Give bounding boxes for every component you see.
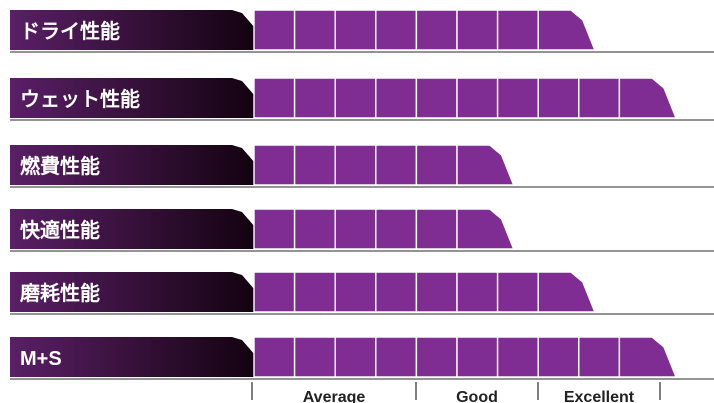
bar-segment (537, 336, 580, 378)
bar-segment (415, 77, 458, 119)
bar-segment (415, 208, 458, 250)
bar-segment (456, 77, 499, 119)
bar-segment (496, 9, 539, 51)
bar-segment (293, 77, 336, 119)
bar-segment (578, 336, 621, 378)
bar-segment (334, 144, 377, 186)
bar-segment (293, 144, 336, 186)
row-label-tab (10, 145, 274, 185)
performance-row: 快適性能 (10, 208, 714, 252)
bar-segment (496, 77, 539, 119)
performance-row: ウェット性能 (10, 77, 714, 121)
row-label: 磨耗性能 (20, 281, 100, 305)
performance-row: ドライ性能 (10, 9, 714, 53)
bar-segment (415, 9, 458, 51)
bar-segment (293, 271, 336, 313)
bar-segment (293, 336, 336, 378)
bar-segment (456, 208, 515, 250)
bar-segment (293, 208, 336, 250)
bar-segment (334, 271, 377, 313)
bar-segment (537, 9, 596, 51)
bar-segment (375, 208, 418, 250)
row-label: 快適性能 (20, 218, 100, 242)
bar-segment (334, 208, 377, 250)
bar-segment (375, 144, 418, 186)
bar-segment (496, 336, 539, 378)
row-label: ドライ性能 (20, 19, 120, 43)
row-label-tab (10, 272, 274, 312)
bar-segment (375, 77, 418, 119)
bar-segment (253, 9, 296, 51)
bar-segment (375, 271, 418, 313)
bar-segment (253, 77, 296, 119)
performance-row: 燃費性能 (10, 144, 714, 188)
row-label-tab (10, 78, 274, 118)
bar-segment (618, 336, 678, 378)
bar-segment (618, 77, 678, 119)
bar-segment (334, 77, 377, 119)
performance-row: 磨耗性能 (10, 271, 714, 315)
row-label: M+S (20, 348, 62, 370)
scale-label-average: Average (303, 389, 366, 403)
bar-segment (496, 271, 539, 313)
bar-segment (253, 144, 296, 186)
bar-segment (537, 77, 580, 119)
bar-segment (334, 336, 377, 378)
bar-segment (334, 9, 377, 51)
row-label: 燃費性能 (20, 154, 100, 178)
bar-segment (456, 9, 499, 51)
performance-row: M+S (10, 336, 714, 380)
row-label-tab (10, 209, 274, 249)
bar-segment (375, 9, 418, 51)
bar-segment (375, 336, 418, 378)
bar-segment (253, 336, 296, 378)
bar-segment (253, 208, 296, 250)
scale-label-good: Good (456, 389, 498, 403)
bar-segment (415, 336, 458, 378)
bar-segment (456, 144, 515, 186)
bar-segment (415, 144, 458, 186)
bar-segment (415, 271, 458, 313)
row-label-tab (10, 337, 274, 377)
bar-segment (456, 336, 499, 378)
row-label: ウェット性能 (20, 87, 140, 111)
row-label-tab (10, 10, 274, 50)
bar-segment (253, 271, 296, 313)
scale-label-excellent: Excellent (564, 389, 635, 403)
bar-segment (293, 9, 336, 51)
bar-segment (578, 77, 621, 119)
bar-segment (537, 271, 596, 313)
bar-segment (456, 271, 499, 313)
